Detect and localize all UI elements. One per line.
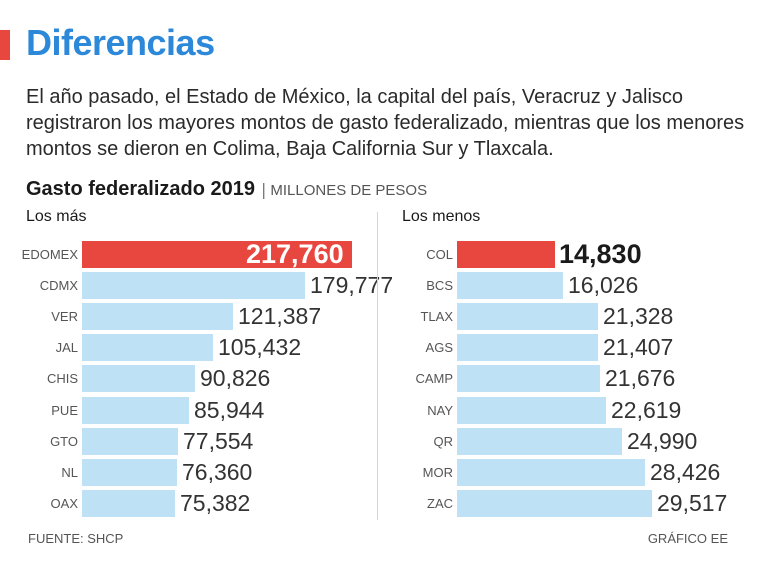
category-label-qr: QR <box>433 434 454 449</box>
value-label-tlax: 21,328 <box>603 303 674 329</box>
source-note: FUENTE: SHCP <box>28 531 124 546</box>
bar-least-mor <box>457 459 645 486</box>
value-label-gto: 77,554 <box>183 428 254 454</box>
graphic-credit: GRÁFICO EE <box>647 531 728 546</box>
category-label-oax: OAX <box>50 496 78 511</box>
category-label-ver: VER <box>51 309 78 324</box>
category-label-gto: GTO <box>50 434 78 449</box>
category-label-tlax: TLAX <box>420 309 453 324</box>
category-label-chis: CHIS <box>46 371 78 386</box>
bar-most-cdmx <box>82 272 305 299</box>
bar-least-nay <box>457 397 606 424</box>
chart-panel-most: Los más EDOMEX 217,760 CDMX 179,777 VER 121,3… <box>21 208 394 517</box>
bar-most-chis <box>82 365 195 392</box>
category-label-edomex: EDOMEX <box>21 247 78 262</box>
category-label-zac: ZAC <box>427 496 453 511</box>
bar-least-zac <box>457 490 652 517</box>
bar-most-edomex <box>82 241 352 268</box>
category-label-camp: CAMP <box>415 371 453 386</box>
panel-title-most: Los más <box>26 208 87 225</box>
chart-title: Gasto federalizado 2019 <box>26 178 255 200</box>
bar-most-pue <box>82 397 189 424</box>
category-label-ags: AGS <box>425 340 453 355</box>
bar-most-gto <box>82 428 178 455</box>
bar-least-camp <box>457 365 600 392</box>
category-label-nay: NAY <box>427 403 453 418</box>
category-label-cdmx: CDMX <box>39 278 78 293</box>
value-label-nl: 76,360 <box>182 459 253 485</box>
value-label-chis: 90,826 <box>200 365 271 391</box>
value-label-zac: 29,517 <box>657 490 728 516</box>
value-label-bcs: 16,026 <box>568 272 639 298</box>
bar-most-jal <box>82 334 213 361</box>
value-label-mor: 28,426 <box>650 459 721 485</box>
value-label-jal: 105,432 <box>218 334 302 360</box>
value-label-ver: 121,387 <box>238 303 322 329</box>
bar-least-bcs <box>457 272 563 299</box>
category-label-col: COL <box>426 247 453 262</box>
value-label-edomex: 217,760 <box>246 239 344 269</box>
chart-heading: Gasto federalizado 2019 | MILLONES DE PESO… <box>26 178 427 201</box>
category-label-nl: NL <box>61 465 78 480</box>
chart-title-separator: | <box>260 180 267 199</box>
value-label-camp: 21,676 <box>605 365 676 391</box>
category-label-pue: PUE <box>51 403 78 418</box>
intro-text: El año pasado, el Estado de México, la c… <box>26 86 745 160</box>
value-label-col: 14,830 <box>559 239 642 269</box>
value-label-qr: 24,990 <box>627 428 698 454</box>
bar-most-nl <box>82 459 177 486</box>
category-label-jal: JAL <box>55 340 78 355</box>
bar-least-tlax <box>457 303 598 330</box>
bar-least-ags <box>457 334 598 361</box>
category-label-bcs: BCS <box>426 278 453 293</box>
page-title: Diferencias <box>26 22 215 63</box>
bar-most-ver <box>82 303 233 330</box>
value-label-nay: 22,619 <box>611 397 682 423</box>
value-label-pue: 85,944 <box>194 397 265 423</box>
value-label-oax: 75,382 <box>180 490 251 516</box>
panel-divider <box>377 212 378 520</box>
category-label-mor: MOR <box>422 465 453 480</box>
chart-unit-label: MILLONES DE PESOS <box>270 182 428 199</box>
value-label-ags: 21,407 <box>603 334 674 360</box>
panel-title-least: Los menos <box>402 208 481 225</box>
value-label-cdmx: 179,777 <box>310 272 394 298</box>
bar-least-qr <box>457 428 622 455</box>
accent-bar <box>0 30 10 60</box>
bar-most-oax <box>82 490 175 517</box>
bar-least-col <box>457 241 555 268</box>
